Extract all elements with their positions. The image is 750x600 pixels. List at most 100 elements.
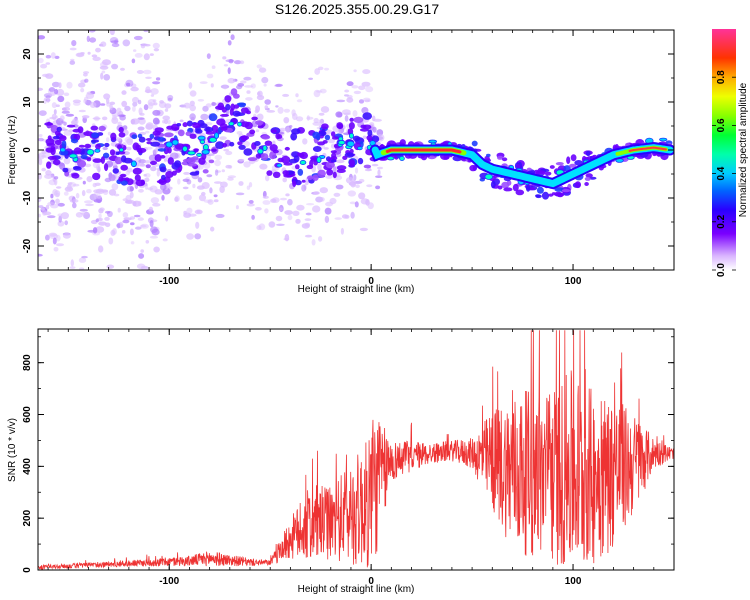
y-tick-label: -20 bbox=[22, 238, 33, 253]
speckle bbox=[324, 207, 332, 215]
ridge-blob bbox=[137, 148, 143, 154]
speckle bbox=[152, 117, 160, 125]
hot-blob bbox=[257, 148, 264, 155]
speckle bbox=[143, 30, 149, 33]
ridge-blob bbox=[186, 120, 193, 127]
ridge-blob bbox=[288, 158, 298, 164]
speckle bbox=[375, 185, 381, 190]
ridge-blob bbox=[261, 135, 271, 140]
speckle bbox=[186, 233, 195, 240]
ridge-blob bbox=[367, 129, 373, 137]
ridge-blob bbox=[360, 124, 367, 129]
speckle bbox=[78, 82, 86, 88]
speckle bbox=[105, 137, 110, 143]
ridge-blob bbox=[109, 149, 116, 156]
speckle bbox=[97, 166, 101, 173]
y-tick-label: 0 bbox=[22, 567, 33, 573]
speckle bbox=[49, 91, 56, 96]
speckle bbox=[349, 201, 357, 205]
ridge-blob bbox=[50, 146, 56, 151]
speckle bbox=[137, 126, 145, 131]
speckle bbox=[152, 203, 161, 207]
speckle bbox=[364, 99, 370, 103]
speckle bbox=[215, 170, 222, 173]
speckle bbox=[41, 209, 47, 216]
speckle bbox=[275, 83, 283, 87]
ridge-blob bbox=[237, 141, 243, 146]
speckle bbox=[256, 64, 262, 69]
speckle bbox=[325, 201, 334, 207]
speckle bbox=[130, 118, 140, 125]
ridge-blob bbox=[131, 134, 138, 140]
speckle bbox=[111, 114, 117, 121]
ridge-blob bbox=[269, 144, 278, 152]
y-tick-label: 800 bbox=[22, 354, 33, 371]
ridge-blob bbox=[83, 131, 94, 137]
ridge-blob bbox=[297, 168, 304, 176]
ridge-blob bbox=[325, 161, 335, 169]
speckle bbox=[214, 181, 222, 184]
speckle bbox=[38, 137, 44, 142]
ridge-blob bbox=[114, 156, 123, 165]
speckle bbox=[99, 65, 109, 70]
ridge-blob bbox=[92, 172, 101, 181]
speckle bbox=[98, 213, 102, 219]
y-tick-label: 0 bbox=[22, 147, 33, 153]
ridge-blob bbox=[563, 165, 571, 172]
speckle bbox=[186, 207, 193, 214]
speckle bbox=[38, 110, 47, 116]
ridge-blob bbox=[58, 135, 67, 142]
speckle bbox=[353, 69, 357, 73]
speckle bbox=[122, 212, 129, 218]
speckle bbox=[41, 167, 46, 172]
speckle bbox=[324, 215, 330, 223]
ridge-blob bbox=[554, 187, 564, 192]
speckle bbox=[63, 92, 70, 97]
ridge-blob bbox=[115, 151, 120, 156]
ridge-blob bbox=[251, 116, 258, 121]
speckle bbox=[143, 104, 149, 111]
ridge-blob bbox=[555, 192, 565, 197]
speckle bbox=[197, 177, 203, 183]
speckle bbox=[102, 59, 111, 66]
colorbar-tick-label: 0.0 bbox=[716, 263, 727, 277]
colorbar-label: Normalized spectral amplitude bbox=[738, 82, 749, 217]
speckle bbox=[129, 186, 134, 192]
ridge-blob bbox=[363, 164, 372, 169]
ridge-blob bbox=[272, 149, 279, 154]
ridge-blob bbox=[73, 147, 82, 154]
speckle bbox=[95, 47, 101, 53]
colorbar-tick-label: 0.4 bbox=[716, 166, 727, 180]
speckle bbox=[108, 174, 116, 182]
ridge-blob bbox=[336, 165, 347, 171]
speckle bbox=[280, 197, 287, 201]
speckle bbox=[150, 94, 155, 97]
y-tick-label: 20 bbox=[22, 48, 33, 60]
speckle bbox=[323, 147, 329, 150]
speckle bbox=[48, 232, 57, 237]
ridge-blob bbox=[222, 143, 228, 148]
ridge-blob bbox=[307, 175, 313, 181]
speckle bbox=[48, 87, 56, 93]
hot-blob bbox=[237, 121, 243, 127]
speckle bbox=[121, 100, 128, 107]
speckle bbox=[126, 146, 132, 151]
speckle bbox=[210, 226, 215, 232]
speckle bbox=[289, 125, 293, 128]
speckle bbox=[86, 176, 93, 183]
speckle bbox=[71, 40, 77, 47]
speckle bbox=[287, 214, 293, 221]
speckle bbox=[81, 255, 88, 259]
speckle bbox=[45, 170, 52, 176]
ridge-blob bbox=[295, 164, 300, 170]
speckle bbox=[312, 121, 322, 126]
speckle bbox=[92, 161, 100, 169]
ridge-blob bbox=[331, 131, 336, 138]
hot-blob bbox=[201, 149, 210, 155]
speckle bbox=[167, 94, 174, 101]
speckle bbox=[79, 208, 89, 212]
spectrogram-xlabel: Height of straight line (km) bbox=[298, 284, 415, 295]
speckle bbox=[354, 167, 359, 174]
speckle bbox=[189, 104, 196, 112]
